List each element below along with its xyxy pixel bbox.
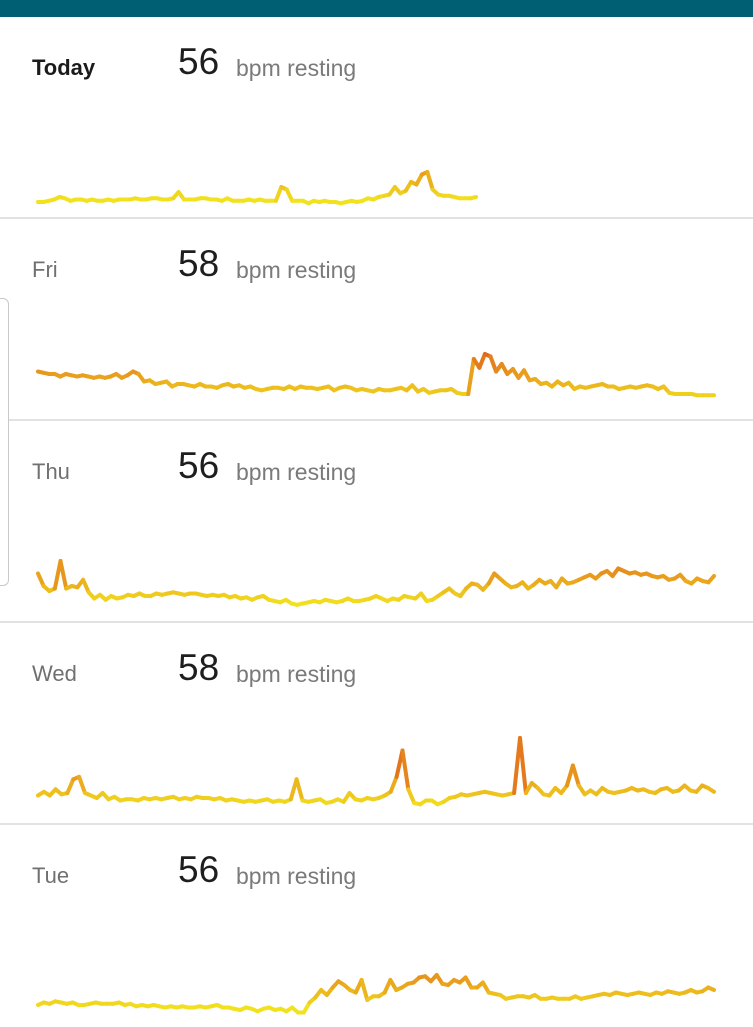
trend-line-segment <box>477 352 487 370</box>
day-label: Thu <box>32 459 70 484</box>
top-app-bar <box>0 0 753 17</box>
trend-line-segment <box>425 170 435 192</box>
trend-line-segment <box>466 357 476 396</box>
trend-line-segment <box>58 559 69 591</box>
trend-line-segment <box>706 985 716 992</box>
trend-line-segment <box>36 571 46 588</box>
day-card-wed[interactable]: Wed 58 bpm resting <box>0 623 753 825</box>
trend-line-segment <box>65 777 76 795</box>
trend-line-segment <box>706 574 716 585</box>
resting-heart-rate-list: Today 56 bpm resting Fri 58 bpm resting … <box>0 17 753 1027</box>
resting-bpm-value: 56 <box>178 849 220 890</box>
resting-bpm-value: 56 <box>178 41 220 82</box>
day-label: Wed <box>32 661 77 686</box>
resting-bpm-value: 56 <box>178 445 220 486</box>
resting-bpm-unit: bpm resting <box>236 661 357 687</box>
day-card-thu[interactable]: Thu 56 bpm resting <box>0 421 753 623</box>
trend-line-segment <box>406 787 417 805</box>
resting-bpm-unit: bpm resting <box>236 257 357 283</box>
trend-line-segment <box>570 763 581 788</box>
trend-line-segment <box>488 354 499 374</box>
resting-bpm-unit: bpm resting <box>236 459 357 485</box>
resting-bpm-value: 58 <box>178 243 220 284</box>
trend-line-segment <box>284 187 295 203</box>
heart-rate-trend-chart <box>36 736 716 807</box>
day-card-tue[interactable]: Tue 56 bpm resting <box>0 825 753 1027</box>
trend-line-segment <box>81 577 91 595</box>
trend-line-segment <box>468 195 478 201</box>
trend-line-segment <box>400 748 411 792</box>
day-card-today[interactable]: Today 56 bpm resting <box>0 17 753 219</box>
day-label: Tue <box>32 863 70 888</box>
resting-bpm-value: 58 <box>178 647 220 688</box>
trend-line-segment <box>359 978 370 1002</box>
day-label: Today <box>32 55 96 80</box>
resting-bpm-unit: bpm resting <box>236 863 357 889</box>
trend-line-segment <box>388 774 399 794</box>
side-drawer-handle[interactable] <box>0 298 9 586</box>
trend-line-segment <box>706 786 716 794</box>
day-card-fri[interactable]: Fri 58 bpm resting <box>0 219 753 421</box>
heart-rate-trend-chart <box>36 559 716 607</box>
trend-line-segment <box>77 774 87 795</box>
trend-line-segment <box>518 736 528 795</box>
trend-line-segment <box>294 777 305 803</box>
heart-rate-trend-chart <box>36 170 478 206</box>
day-label: Fri <box>32 257 58 282</box>
heart-rate-trend-chart <box>36 352 716 398</box>
trend-line-segment <box>273 185 284 203</box>
resting-bpm-unit: bpm resting <box>236 55 357 81</box>
heart-rate-trend-chart <box>36 973 716 1015</box>
